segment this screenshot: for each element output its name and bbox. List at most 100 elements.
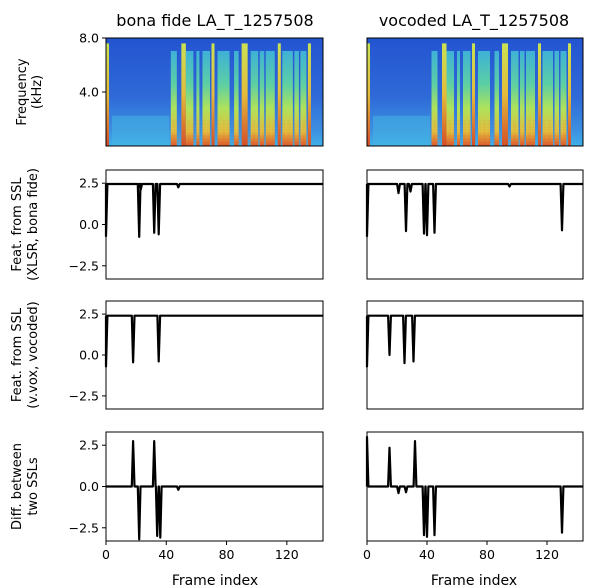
ytick-label: 0.0	[79, 348, 99, 363]
spectrogram-low-band	[373, 115, 430, 146]
spectrogram-band	[511, 50, 519, 146]
data-point	[158, 360, 160, 363]
xtick-label: 120	[275, 547, 299, 562]
spectrogram-band	[185, 50, 194, 146]
data-point	[388, 354, 391, 356]
data-point	[433, 232, 436, 234]
spectrogram-ylabel-line-2: (kHz)	[30, 75, 45, 109]
feature-panel	[365, 300, 584, 410]
spectrogram-band	[554, 50, 559, 146]
spectrogram-band	[211, 43, 215, 146]
spectrogram-band	[526, 50, 535, 146]
data-point	[423, 534, 425, 536]
spectrogram-band	[367, 43, 370, 146]
data-point	[403, 362, 406, 364]
row-ylabel: Diff. between two SSLs	[10, 443, 41, 530]
spectrogram-band	[259, 50, 265, 146]
row-ylabel-line: Diff. between	[10, 443, 25, 530]
data-point	[132, 361, 134, 363]
ytick-label: −2.5	[69, 388, 99, 403]
data-point	[158, 233, 160, 236]
spectrogram-ylabel-line-1: Frequency	[15, 58, 30, 125]
data-point	[153, 440, 155, 442]
row-ylabel: Feat. from SSL (v.vox, vocoded)	[10, 301, 41, 408]
row-ylabel-line: two SSLs	[26, 457, 41, 516]
spectrogram-band	[277, 43, 281, 146]
data-point	[397, 492, 400, 494]
xlabel-right: Frame index	[431, 573, 517, 588]
data-point	[423, 232, 425, 235]
spectrogram-band	[478, 50, 490, 146]
data-point	[159, 537, 161, 539]
data-point	[177, 186, 179, 188]
spectrogram-band	[472, 43, 475, 146]
spectrogram-band	[442, 43, 447, 146]
data-point	[412, 360, 415, 363]
data-point	[561, 532, 563, 534]
data-point	[405, 491, 407, 493]
ytick-label: 2.5	[79, 307, 99, 322]
spectrogram-band	[294, 50, 299, 146]
xtick-label: 40	[419, 547, 435, 562]
spectrogram-band	[431, 50, 438, 146]
data-point	[388, 447, 391, 449]
feature-rows: Feat. from SSL (XLSR, bona fide) 2.5 0.0 −2.…	[10, 168, 584, 562]
data-point	[140, 189, 142, 191]
series-line	[104, 182, 323, 238]
ytick-label: 2.5	[79, 176, 99, 191]
spectrogram-low-band	[112, 115, 170, 146]
series-line	[365, 435, 583, 538]
ytick-label: 0.0	[79, 479, 99, 494]
series-line	[106, 440, 323, 541]
feature-row: Feat. from SSL (XLSR, bona fide) 2.5 0.0 −2.…	[10, 168, 584, 281]
column-title-left: bona fide LA_T_1257508	[116, 11, 313, 31]
spectrogram-band	[307, 43, 311, 146]
row-ylabel-line: Feat. from SSL	[10, 177, 25, 272]
spectrogram-band	[446, 50, 454, 146]
data-point	[153, 232, 155, 234]
spectrogram-band	[241, 43, 248, 146]
data-point	[426, 234, 428, 236]
row-ylabel-line: (v.vox, vocoded)	[26, 301, 41, 408]
spectrogram-band	[196, 50, 200, 146]
data-point	[132, 440, 134, 442]
panel-frame	[366, 169, 584, 280]
data-point	[409, 190, 412, 193]
data-point	[138, 236, 140, 238]
spectrogram-band	[568, 43, 571, 146]
spectrogram-right	[366, 37, 584, 147]
row-ylabel-line: (XLSR, bona fide)	[26, 168, 41, 281]
data-point	[177, 489, 179, 491]
data-point	[397, 192, 400, 194]
panel-frame	[105, 300, 324, 410]
spectrogram-frame	[366, 37, 584, 147]
data-point	[561, 229, 563, 231]
feature-panel: 2.5 0.0 −2.50 40 80 120	[69, 431, 324, 562]
spectrogram-band	[457, 50, 460, 146]
spectrogram-band	[538, 43, 541, 146]
feature-panel: 0 40 80 120	[363, 431, 584, 562]
spectrogram-band	[234, 50, 239, 146]
spectrogram-band	[502, 43, 508, 146]
xtick-label: 0	[102, 547, 110, 562]
column-title-right: vocoded LA_T_1257508	[379, 11, 569, 31]
data-point	[426, 536, 428, 538]
xtick-label: 120	[535, 547, 559, 562]
panel-frame	[366, 431, 584, 542]
panel-frame	[366, 300, 584, 410]
spectrogram-band	[300, 50, 307, 146]
spectrogram-band	[560, 50, 567, 146]
row-ylabel: Feat. from SSL (XLSR, bona fide)	[10, 168, 41, 281]
ytick-label: 0.0	[79, 217, 99, 232]
xtick-label: 80	[479, 547, 495, 562]
spectrogram-band	[202, 50, 210, 146]
spectrogram-band	[520, 50, 525, 146]
feature-panel: 2.5 0.0 −2.5	[69, 300, 324, 410]
spectrogram-band	[170, 50, 177, 146]
spectrogram-band	[265, 50, 275, 146]
series-line	[365, 182, 583, 238]
spectrogram-ytick-label: 4.0	[79, 85, 99, 100]
xtick-label: 40	[158, 547, 174, 562]
feature-row: Feat. from SSL (v.vox, vocoded) 2.5 0.0 −2.5	[10, 300, 584, 410]
xtick-label: 0	[363, 547, 371, 562]
